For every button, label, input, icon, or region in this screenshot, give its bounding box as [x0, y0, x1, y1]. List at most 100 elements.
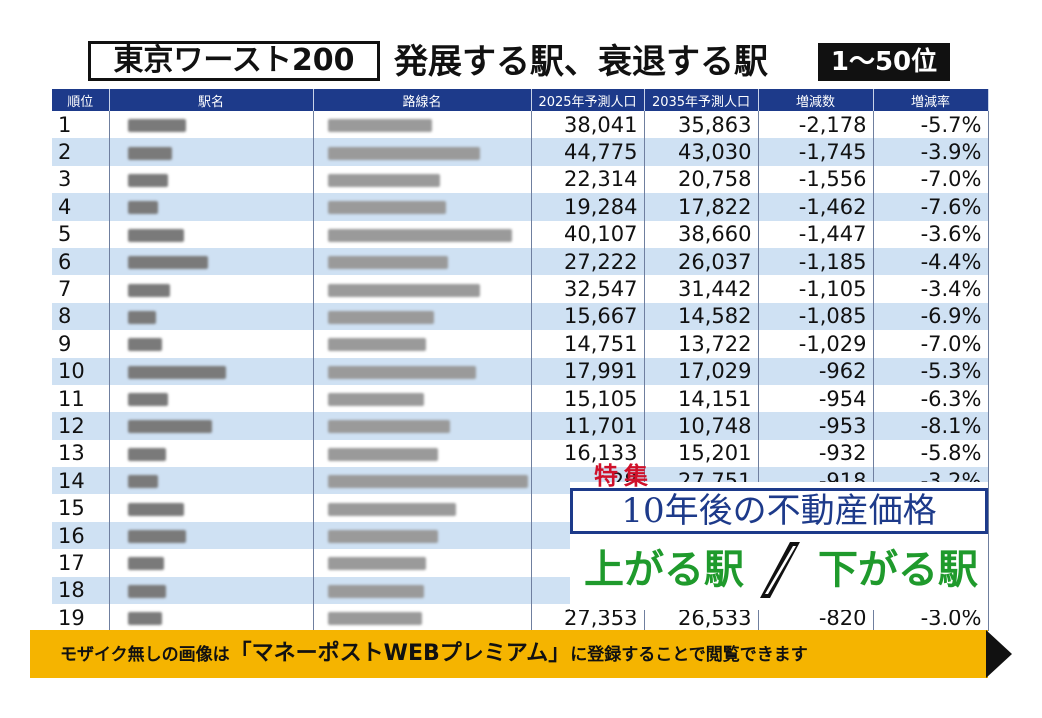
mosaic-blur — [127, 420, 212, 434]
pop-2025-cell: 27,222 — [531, 247, 645, 276]
mosaic-blur — [327, 119, 432, 133]
pop-2035-cell: 14,582 — [644, 302, 759, 331]
pop-2025-cell: 14,751 — [531, 330, 645, 358]
pop-2025-cell: 19,284 — [531, 193, 645, 221]
mosaic-blur — [127, 146, 172, 160]
mosaic-blur — [127, 584, 166, 598]
mosaic-blur — [327, 283, 480, 297]
line-name-cell — [313, 494, 532, 522]
mosaic-blur — [327, 310, 434, 324]
feature-tag: 特集 — [594, 462, 654, 490]
mosaic-blur — [127, 228, 184, 242]
station-name-cell — [109, 193, 314, 221]
table-row: 12 11,701 10,748 -953 -8.1% — [52, 412, 989, 440]
rank-cell: 18 — [52, 576, 110, 605]
pop-2035-cell: 14,151 — [644, 384, 759, 413]
column-header: 駅名 — [109, 89, 314, 111]
change-cell: -1,556 — [758, 165, 874, 194]
banner-suffix: に登録することで閲覧できます — [570, 645, 808, 665]
mosaic-blur — [127, 201, 158, 215]
feature-overlay: 特集 10年後の不動産価格 上がる駅 下がる駅 — [570, 462, 988, 610]
banner-emphasis: 「マネーポストWEBプレミアム」 — [229, 641, 571, 666]
station-name-cell — [109, 412, 314, 440]
station-name-cell — [109, 549, 314, 577]
pop-2035-cell: 26,037 — [644, 247, 759, 276]
headline: 東京ワースト200 発展する駅、衰退する駅 1〜50位 — [0, 40, 1042, 86]
mosaic-blur — [327, 530, 438, 544]
table-row: 3 22,314 20,758 -1,556 -7.0% — [52, 165, 989, 194]
box-title: 東京ワースト200 — [88, 41, 380, 81]
station-name-cell — [109, 165, 314, 194]
pop-2025-cell: 16,133 — [531, 439, 645, 468]
rank-cell: 13 — [52, 439, 110, 468]
mosaic-blur — [327, 365, 476, 379]
line-name-cell — [313, 165, 532, 194]
line-name-cell — [313, 439, 532, 468]
column-header: 増減率 — [873, 89, 989, 111]
change-cell: -2,178 — [758, 111, 874, 139]
table-row: 8 15,667 14,582 -1,085 -6.9% — [52, 302, 989, 331]
change-cell: -1,745 — [758, 138, 874, 166]
rate-cell: -7.0% — [873, 330, 989, 358]
station-name-cell — [109, 138, 314, 166]
mosaic-blur — [327, 557, 426, 571]
mosaic-blur — [327, 393, 424, 407]
rising-stations-label: 上がる駅 — [584, 547, 744, 593]
line-name-cell — [313, 467, 532, 495]
pop-2035-cell: 10,748 — [644, 412, 759, 440]
table-row: 1 38,041 35,863 -2,178 -5.7% — [52, 111, 989, 139]
mosaic-blur — [327, 502, 456, 516]
table-row: 13 16,133 15,201 -932 -5.8% — [52, 439, 989, 468]
change-cell: -1,185 — [758, 247, 874, 276]
rate-cell: -3.4% — [873, 275, 989, 303]
mosaic-blur — [127, 338, 162, 352]
station-name-cell — [109, 604, 314, 632]
change-cell: -932 — [758, 439, 874, 468]
table-row: 6 27,222 26,037 -1,185 -4.4% — [52, 247, 989, 276]
station-name-cell — [109, 275, 314, 303]
table-row: 10 17,991 17,029 -962 -5.3% — [52, 357, 989, 385]
station-name-cell — [109, 521, 314, 550]
feature-title: 10年後の不動産価格 — [570, 488, 988, 534]
rank-cell: 3 — [52, 165, 110, 194]
line-name-cell — [313, 549, 532, 577]
banner-prefix: モザイク無しの画像は — [60, 645, 230, 665]
rate-cell: -5.3% — [873, 357, 989, 385]
station-name-cell — [109, 576, 314, 605]
pop-2025-cell: 22,314 — [531, 165, 645, 194]
column-header: 2035年予測人口 — [644, 89, 759, 111]
rank-cell: 9 — [52, 330, 110, 358]
mosaic-blur — [327, 475, 528, 489]
rate-cell: -6.3% — [873, 384, 989, 413]
mosaic-blur — [327, 447, 438, 461]
station-name-cell — [109, 494, 314, 522]
change-cell: -1,085 — [758, 302, 874, 331]
falling-stations-label: 下がる駅 — [818, 547, 978, 593]
line-name-cell — [313, 330, 532, 358]
line-name-cell — [313, 138, 532, 166]
pop-2025-cell: 15,105 — [531, 384, 645, 413]
rank-range-badge: 1〜50位 — [818, 43, 950, 81]
mosaic-blur — [327, 146, 480, 160]
rank-cell: 8 — [52, 302, 110, 331]
station-name-cell — [109, 384, 314, 413]
pop-2035-cell: 38,660 — [644, 220, 759, 248]
pop-2035-cell: 17,029 — [644, 357, 759, 385]
mosaic-blur — [127, 283, 170, 297]
premium-banner[interactable]: モザイク無しの画像は「マネーポストWEBプレミアム」に登録することで閲覧できます — [30, 630, 1012, 678]
change-cell: -1,029 — [758, 330, 874, 358]
mosaic-blur — [327, 228, 512, 242]
station-name-cell — [109, 439, 314, 468]
line-name-cell — [313, 275, 532, 303]
pop-2025-cell: 32,547 — [531, 275, 645, 303]
table-row: 4 19,284 17,822 -1,462 -7.6% — [52, 193, 989, 221]
pop-2035-cell: 35,863 — [644, 111, 759, 139]
table-row: 5 40,107 38,660 -1,447 -3.6% — [52, 220, 989, 248]
pop-2025-cell: 17,991 — [531, 357, 645, 385]
slash-divider-icon — [760, 542, 800, 598]
table-row: 7 32,547 31,442 -1,105 -3.4% — [52, 275, 989, 303]
change-cell: -1,105 — [758, 275, 874, 303]
arrow-right-icon — [986, 630, 1012, 678]
line-name-cell — [313, 384, 532, 413]
change-cell: -1,447 — [758, 220, 874, 248]
